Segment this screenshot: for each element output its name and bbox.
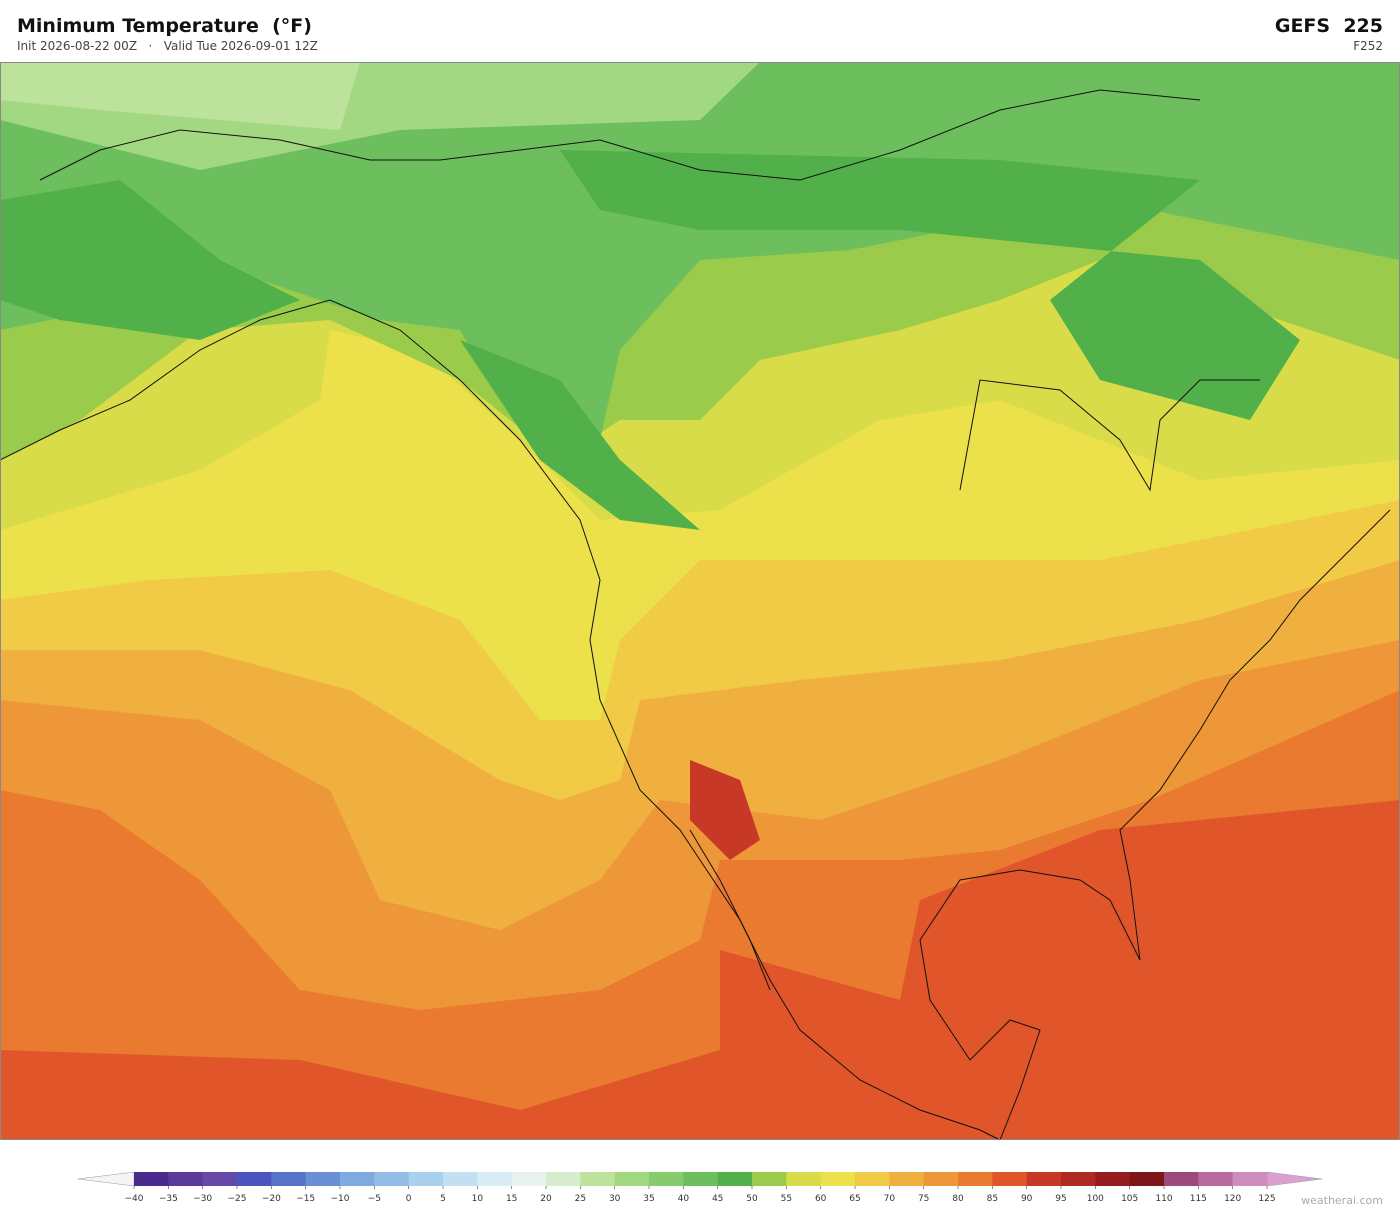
colorbar-tick-label: 60	[815, 1194, 827, 1204]
colorbar-tick-label: −35	[159, 1194, 178, 1204]
colorbar-swatch	[1232, 1172, 1268, 1186]
colorbar-swatch	[752, 1172, 787, 1186]
colorbar-tick-label: 115	[1190, 1194, 1207, 1204]
colorbar-tick-label: 110	[1155, 1194, 1172, 1204]
watermark: weatherai.com	[1301, 1194, 1383, 1207]
colorbar-tick-label: −5	[368, 1194, 381, 1204]
colorbar-tick-label: 35	[643, 1194, 654, 1204]
colorbar-swatch	[786, 1172, 821, 1186]
colorbar-swatch	[580, 1172, 615, 1186]
colorbar-tick-label: −30	[193, 1194, 212, 1204]
colorbar-tick-label: 120	[1224, 1194, 1241, 1204]
colorbar-swatch	[511, 1172, 547, 1186]
colorbar-swatch	[168, 1172, 203, 1186]
colorbar-swatch	[992, 1172, 1027, 1186]
colorbar-tick-label: 30	[609, 1194, 621, 1204]
colorbar-swatch	[1026, 1172, 1062, 1186]
colorbar-swatch	[237, 1172, 272, 1186]
colorbar-swatch	[271, 1172, 306, 1186]
colorbar-tick-label: 85	[987, 1194, 998, 1204]
colorbar-tick-label: −15	[296, 1194, 315, 1204]
colorbar-swatch	[408, 1172, 444, 1186]
colorbar-swatch	[443, 1172, 478, 1186]
colorbar-swatch	[374, 1172, 409, 1186]
colorbar-swatch	[1129, 1172, 1165, 1186]
colorbar-tick-label: 105	[1121, 1194, 1138, 1204]
colorbar-swatch	[1164, 1172, 1199, 1186]
colorbar-swatch	[202, 1172, 238, 1186]
colorbar-swatch	[546, 1172, 581, 1186]
colorbar-tick-label: 25	[575, 1194, 586, 1204]
coastline	[959, 379, 1260, 492]
colorbar-tick-label: 5	[440, 1194, 446, 1204]
temperature-field	[0, 62, 1400, 1140]
coastline	[689, 829, 771, 991]
colorbar-swatch	[1198, 1172, 1233, 1186]
coastline	[39, 89, 1201, 181]
colorbar-tick-label: −20	[262, 1194, 281, 1204]
colorbar-swatch	[683, 1172, 718, 1186]
colorbar-swatch	[1061, 1172, 1096, 1186]
colorbar-tick-label: 50	[746, 1194, 758, 1204]
colorbar-tick-label: −25	[228, 1194, 247, 1204]
colorbar-swatch	[717, 1172, 753, 1186]
colorbar-swatch	[649, 1172, 684, 1186]
colorbar-swatch	[820, 1172, 856, 1186]
colorbar-tick-label: 95	[1055, 1194, 1066, 1204]
colorbar-tick-label: 75	[918, 1194, 929, 1204]
map-subtitle: Init 2026-08-22 00Z · Valid Tue 2026-09-…	[17, 39, 318, 53]
model-label: GEFS 225	[1274, 15, 1383, 37]
colorbar-tick-label: −10	[331, 1194, 350, 1204]
colorbar-under	[77, 1171, 135, 1187]
colorbar-swatch	[889, 1172, 924, 1186]
colorbar-swatch	[340, 1172, 375, 1186]
colorbar-tick-label: 80	[952, 1194, 964, 1204]
colorbar-swatch	[855, 1172, 890, 1186]
coastlines	[0, 89, 1391, 1141]
field-band	[0, 62, 360, 130]
colorbar-tick-label: 125	[1258, 1194, 1275, 1204]
colorbar-tick-label: 100	[1087, 1194, 1104, 1204]
colorbar-tick-label: 0	[406, 1194, 412, 1204]
colorbar-tick-label: 65	[849, 1194, 860, 1204]
coastline	[919, 509, 1391, 1141]
colorbar-swatch	[477, 1172, 512, 1186]
colorbar-tick-label: 15	[506, 1194, 517, 1204]
colorbar-swatch	[134, 1172, 169, 1186]
coastline	[0, 299, 1001, 1141]
forecast-hour: F252	[1353, 39, 1383, 53]
colorbar-tick-label: 45	[712, 1194, 723, 1204]
map-title: Minimum Temperature (°F)	[17, 15, 312, 37]
field-band	[690, 760, 760, 860]
colorbar-over	[1266, 1171, 1323, 1187]
field-band	[0, 62, 1400, 440]
field-band	[0, 180, 300, 340]
colorbar-tick-label: 10	[472, 1194, 484, 1204]
colorbar-tick-label: 90	[1021, 1194, 1033, 1204]
field-band	[460, 340, 700, 530]
colorbar-tick-label: 40	[678, 1194, 690, 1204]
colorbar-swatch	[923, 1172, 959, 1186]
colorbar-tick-label: 55	[781, 1194, 792, 1204]
colorbar-swatch	[958, 1172, 993, 1186]
colorbar-swatch	[614, 1172, 650, 1186]
field-band	[560, 150, 1300, 420]
colorbar-swatch	[305, 1172, 341, 1186]
colorbar-swatch	[1095, 1172, 1130, 1186]
colorbar-tick-label: 20	[540, 1194, 552, 1204]
colorbar-tick-label: −40	[125, 1194, 144, 1204]
colorbar-tick-label: 70	[884, 1194, 896, 1204]
